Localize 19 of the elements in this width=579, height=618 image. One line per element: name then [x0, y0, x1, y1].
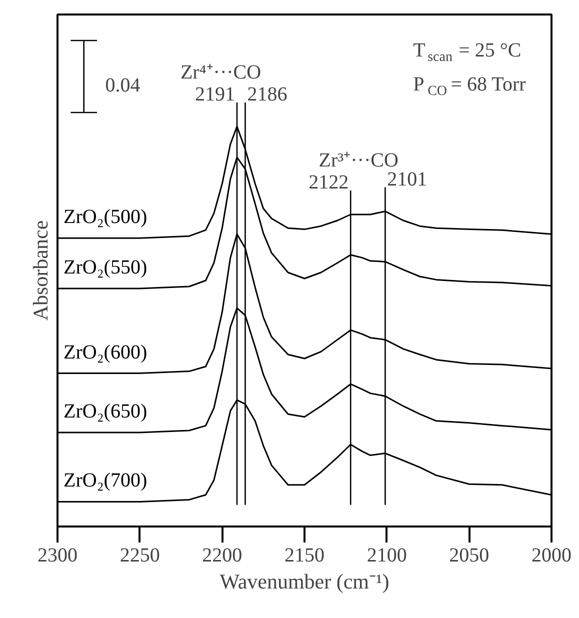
series-label: ZrO₂(600): [64, 341, 148, 364]
series-label: ZrO₂(550): [64, 256, 148, 278]
y-axis-title: Absorbance: [28, 220, 52, 321]
series-label: ZrO₂(650): [64, 400, 148, 422]
x-tick-label: 2100: [366, 544, 407, 566]
x-axis-title: Wavenumber (cm⁻¹): [220, 570, 390, 594]
text: 0.04: [105, 74, 140, 96]
x-tick-label: 2300: [38, 544, 78, 566]
ref-line-label: 2122: [308, 172, 349, 194]
ref-line-label: 2186: [247, 84, 288, 106]
x-tick-label: 2250: [120, 544, 160, 566]
series-label: ZrO₂(700): [64, 470, 148, 492]
text: Zr⁴⁺···CO: [180, 62, 262, 84]
series-label: ZrO₂(500): [64, 206, 148, 228]
x-tick-label: 2150: [284, 544, 324, 566]
x-tick-label: 2200: [202, 544, 242, 566]
x-tick-label: 2000: [532, 544, 572, 566]
x-tick-label: 2050: [449, 544, 490, 566]
ref-line-label: 2191: [194, 84, 235, 106]
